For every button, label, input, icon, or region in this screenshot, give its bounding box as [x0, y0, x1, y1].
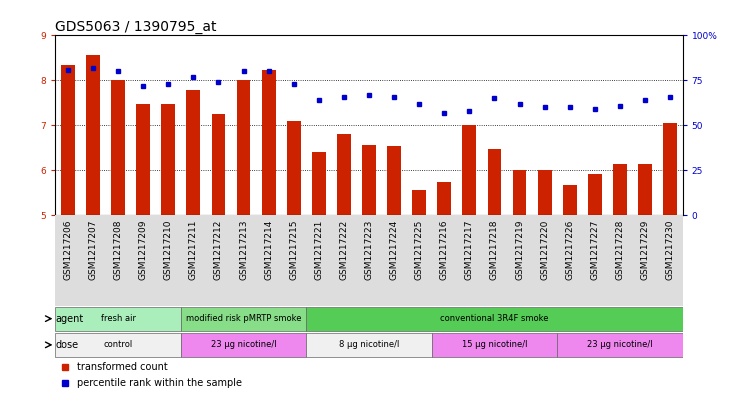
Text: GDS5063 / 1390795_at: GDS5063 / 1390795_at [55, 20, 217, 34]
Text: GSM1217211: GSM1217211 [189, 220, 198, 281]
Text: GSM1217206: GSM1217206 [63, 220, 72, 281]
Text: percentile rank within the sample: percentile rank within the sample [77, 378, 242, 388]
Bar [187, 90, 200, 215]
Text: GSM1217215: GSM1217215 [289, 220, 298, 281]
Text: GSM1217224: GSM1217224 [390, 220, 399, 280]
Bar [181, 333, 306, 357]
Text: GSM1217220: GSM1217220 [540, 220, 549, 280]
Text: fresh air: fresh air [100, 314, 136, 323]
Text: conventional 3R4F smoke: conventional 3R4F smoke [440, 314, 549, 323]
Text: GSM1217217: GSM1217217 [465, 220, 474, 281]
Text: GSM1217223: GSM1217223 [365, 220, 373, 280]
Bar [538, 169, 551, 215]
Bar [86, 55, 100, 215]
Bar [563, 185, 576, 215]
Text: GSM1217216: GSM1217216 [440, 220, 449, 281]
Bar [181, 307, 306, 331]
Text: GSM1217230: GSM1217230 [666, 220, 675, 281]
Bar [613, 164, 627, 215]
Bar [306, 333, 432, 357]
Text: 15 µg nicotine/l: 15 µg nicotine/l [462, 340, 527, 349]
Text: control: control [103, 340, 133, 349]
Text: GSM1217214: GSM1217214 [264, 220, 273, 280]
Text: GSM1217226: GSM1217226 [565, 220, 574, 280]
Text: GSM1217228: GSM1217228 [615, 220, 624, 280]
Bar [387, 146, 401, 215]
Bar [111, 79, 125, 215]
Bar [262, 70, 275, 215]
Text: GSM1217222: GSM1217222 [339, 220, 348, 280]
Text: GSM1217208: GSM1217208 [114, 220, 123, 281]
Bar [287, 121, 300, 215]
Bar [488, 149, 501, 215]
Bar [362, 145, 376, 215]
Bar [212, 114, 225, 215]
Bar [55, 307, 181, 331]
Bar [513, 169, 526, 215]
Text: GSM1217212: GSM1217212 [214, 220, 223, 280]
Bar [55, 333, 181, 357]
Text: modified risk pMRTP smoke: modified risk pMRTP smoke [186, 314, 301, 323]
Text: GSM1217225: GSM1217225 [415, 220, 424, 280]
Bar [638, 164, 652, 215]
Bar [137, 104, 150, 215]
Bar [61, 64, 75, 215]
Text: GSM1217227: GSM1217227 [590, 220, 599, 280]
Bar [432, 333, 557, 357]
Text: GSM1217209: GSM1217209 [139, 220, 148, 281]
Bar [588, 174, 601, 215]
Text: GSM1217218: GSM1217218 [490, 220, 499, 281]
Bar [413, 190, 426, 215]
Bar [312, 152, 325, 215]
Text: agent: agent [55, 314, 84, 324]
Bar [438, 182, 451, 215]
Bar [557, 333, 683, 357]
Bar [663, 123, 677, 215]
Text: GSM1217210: GSM1217210 [164, 220, 173, 281]
Text: GSM1217221: GSM1217221 [314, 220, 323, 280]
Text: dose: dose [55, 340, 79, 350]
Text: GSM1217229: GSM1217229 [641, 220, 649, 280]
Bar [162, 104, 175, 215]
Bar [237, 79, 250, 215]
Bar [337, 134, 351, 215]
Text: GSM1217219: GSM1217219 [515, 220, 524, 281]
Text: GSM1217213: GSM1217213 [239, 220, 248, 281]
Text: 23 µg nicotine/l: 23 µg nicotine/l [587, 340, 652, 349]
Text: GSM1217207: GSM1217207 [89, 220, 97, 281]
Text: 8 µg nicotine/l: 8 µg nicotine/l [339, 340, 399, 349]
Bar [306, 307, 683, 331]
Text: transformed count: transformed count [77, 362, 168, 372]
Text: 23 µg nicotine/l: 23 µg nicotine/l [211, 340, 276, 349]
Bar [463, 125, 476, 215]
